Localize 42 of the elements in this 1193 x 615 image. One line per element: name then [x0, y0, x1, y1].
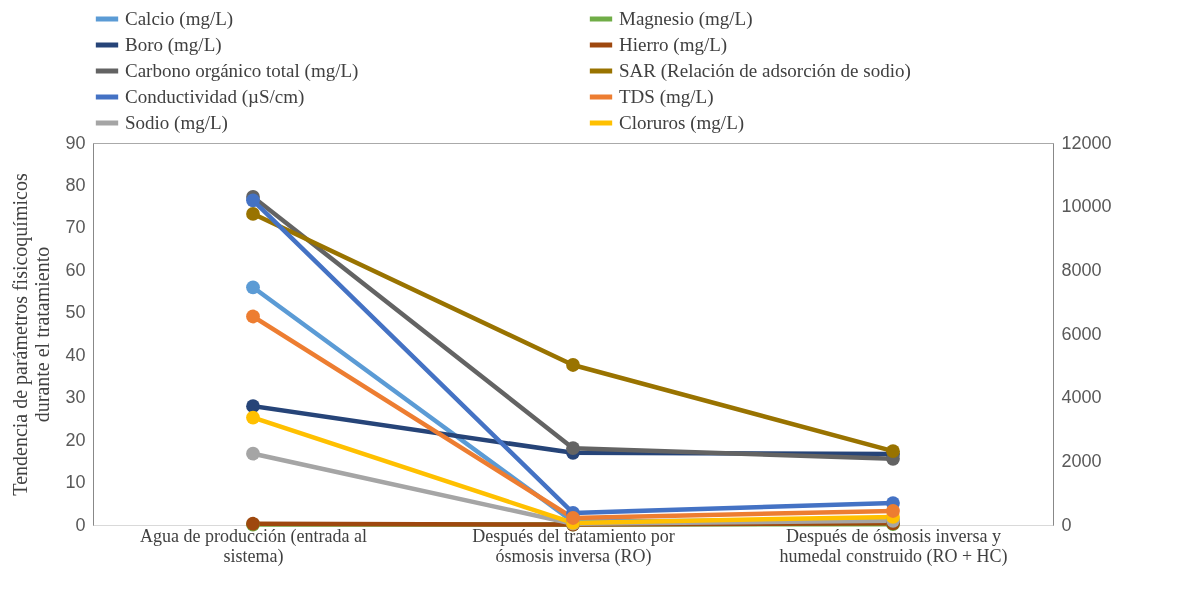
y-tick-label: 90 — [65, 132, 86, 153]
legend-label: TDS (mg/L) — [619, 86, 714, 108]
y2-tick-label: 0 — [1061, 514, 1072, 535]
point — [246, 309, 260, 324]
point — [246, 207, 260, 221]
legend-label: Cloruros (mg/L) — [619, 112, 745, 134]
y-tick-label: 0 — [75, 514, 86, 535]
y-tick-label: 70 — [65, 217, 86, 238]
y2-tick-label: 8000 — [1061, 259, 1102, 280]
y-axis-title: Tendencia de parámetros fisicoquímicos durante el tratamiento — [9, 173, 54, 496]
point — [246, 399, 260, 414]
y2-tick-label: 12000 — [1061, 132, 1112, 153]
legend-label: Carbono orgánico total (mg/L) — [125, 60, 359, 82]
point — [566, 511, 580, 525]
legend-label: Boro (mg/L) — [125, 34, 222, 56]
point — [246, 446, 260, 461]
legend-label: Sodio (mg/L) — [125, 112, 228, 134]
point — [246, 193, 260, 208]
point — [566, 358, 580, 372]
y-tick-label: 20 — [65, 429, 86, 450]
legend-label: Magnesio (mg/L) — [619, 8, 753, 30]
y-tick-label: 60 — [65, 259, 86, 280]
y-tick-label: 30 — [65, 387, 86, 408]
y2-tick-label: 6000 — [1061, 323, 1102, 344]
point — [246, 280, 260, 295]
y-tick-label: 40 — [65, 344, 86, 365]
x-tick-label: Después de ósmosis inversa y humedal construido (RO + HC) — [779, 525, 1008, 567]
y2-tick-label: 10000 — [1061, 196, 1112, 217]
point — [566, 441, 580, 456]
y-tick-label: 10 — [65, 472, 86, 493]
x-tick-label: Después del tratamiento por ósmosis inversa (RO) — [472, 525, 675, 567]
legend-label: SAR (Relación de adsorción de sodio) — [619, 60, 911, 82]
y2-tick-label: 2000 — [1061, 450, 1102, 471]
y2-tick-label: 4000 — [1061, 387, 1102, 408]
y-tick-label: 50 — [65, 302, 86, 323]
x-tick-label: Agua de producción (entrada al sistema) — [140, 525, 367, 567]
point — [246, 410, 260, 425]
point — [886, 504, 900, 518]
legend-label: Calcio (mg/L) — [125, 8, 234, 30]
legend-label: Conductividad (µS/cm) — [125, 86, 305, 108]
y-tick-label: 80 — [65, 174, 86, 195]
legend-label: Hierro (mg/L) — [619, 34, 728, 56]
